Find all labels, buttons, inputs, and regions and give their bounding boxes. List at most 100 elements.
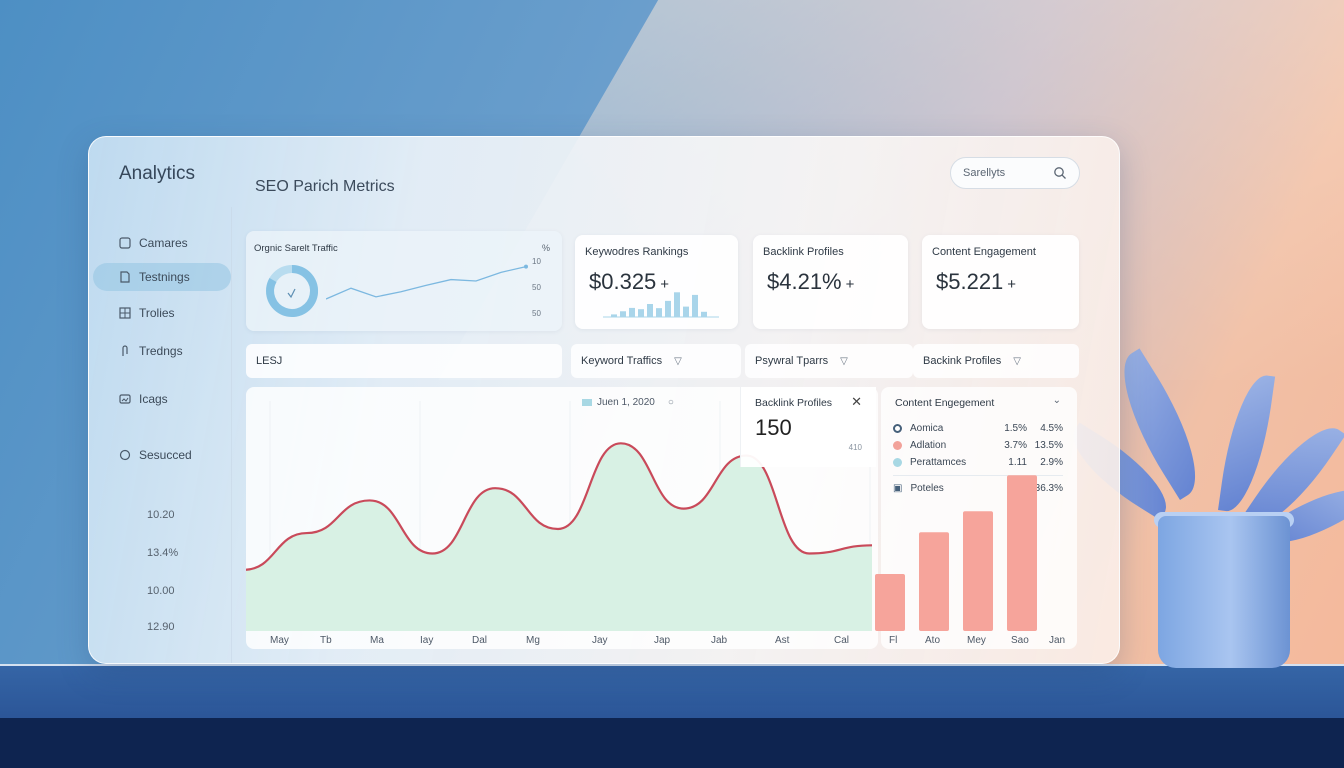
mini-bar xyxy=(701,311,707,317)
search-input[interactable]: Sarellyts xyxy=(963,167,1006,179)
series-line xyxy=(246,442,873,571)
donut-chart xyxy=(266,265,319,317)
x-tick-label: Mg xyxy=(526,635,540,646)
popup-value: 150 xyxy=(755,415,792,440)
card-value: $0.325 + xyxy=(589,269,670,294)
main-chart-card: Juen 1, 2020 ○ Backlink Profiles ✕ 150 4… xyxy=(246,387,878,649)
organic-traffic-card[interactable]: Orgnic Sarelt Traffic % 10 50 50 xyxy=(246,231,562,331)
spark-line xyxy=(326,265,527,300)
sidebar-item-label: Trolies xyxy=(139,306,175,320)
check-icon xyxy=(287,288,296,299)
tab-lesj[interactable]: LESJ xyxy=(246,344,562,378)
x-tick-label: Ato xyxy=(925,635,941,646)
mini-bar xyxy=(620,311,626,317)
page-title: SEO Parich Metrics xyxy=(255,178,395,195)
tab-label: Backink Profiles xyxy=(923,355,1002,367)
mini-bar xyxy=(665,300,671,317)
sidebar-value: 13.4% xyxy=(147,547,179,559)
doc-icon xyxy=(120,271,130,283)
x-tick-label: Jap xyxy=(654,635,671,646)
x-tick-label: Cal xyxy=(834,635,850,646)
x-tick-label: Fl xyxy=(889,635,898,646)
x-tick-label: Dal xyxy=(472,635,488,646)
chevron-down-icon: ▽ xyxy=(1013,355,1021,367)
sidebar-item-trolies[interactable]: Trolies xyxy=(93,299,231,327)
engagement-title: Content Engegement xyxy=(895,397,995,409)
axis-label: 50 xyxy=(532,309,541,318)
popup-sub: 410 xyxy=(848,443,862,452)
info-icon[interactable]: ○ xyxy=(667,397,674,408)
engagement-row: Perattamces 1.11 2.9% xyxy=(893,457,1063,468)
traffic-area-chart xyxy=(246,401,873,631)
card-title: Content Engagement xyxy=(932,246,1036,258)
square-icon xyxy=(119,237,131,249)
x-tick-label: Jay xyxy=(592,635,608,646)
chart-legend: Juen 1, 2020 ○ xyxy=(582,397,674,408)
card-title: Backlink Profiles xyxy=(763,246,844,258)
x-tick-label: Ast xyxy=(775,635,790,646)
clip-icon xyxy=(122,345,128,356)
engagement-row: Adlation 3.7% 13.5% xyxy=(893,440,1063,451)
keywords-card[interactable]: Keywodres Rankings $0.325 + xyxy=(575,235,738,329)
chevron-down-icon: ▽ xyxy=(674,355,682,367)
sidebar-item-testnings[interactable]: Testnings xyxy=(93,263,231,291)
popup-title: Backlink Profiles xyxy=(755,397,833,409)
dot-icon xyxy=(893,424,902,433)
plant-decoration xyxy=(1058,330,1344,670)
tab-label: LESJ xyxy=(256,355,283,367)
tab-label: Keyword Traffics xyxy=(581,355,663,367)
mini-bar xyxy=(629,307,635,317)
image-icon xyxy=(119,394,131,404)
sidebar-item-sesucced[interactable]: Sesucced xyxy=(93,441,231,469)
sidebar-item-icags[interactable]: Icags xyxy=(93,385,231,413)
card-title: Keywodres Rankings xyxy=(585,246,689,258)
x-tick-label: Mey xyxy=(967,635,986,646)
mini-bar xyxy=(692,294,698,317)
x-tick-label: Tb xyxy=(320,635,332,646)
bar xyxy=(875,574,905,631)
keywords-mini-bars xyxy=(603,292,719,318)
chevron-down-icon[interactable]: ⌄ xyxy=(1052,395,1061,406)
sidebar-value: 10.00 xyxy=(147,585,175,597)
x-tick-label: Sao xyxy=(1011,635,1029,646)
tab-keyword-traffics[interactable]: Keyword Traffics ▽ xyxy=(571,344,741,378)
backlink-popup[interactable]: Backlink Profiles ✕ 150 410 xyxy=(740,387,876,467)
app-title: Analytics xyxy=(119,163,196,184)
grid-icon xyxy=(119,307,131,319)
area-fill xyxy=(246,443,872,631)
x-tick-label: Jab xyxy=(711,635,728,646)
percent-label: % xyxy=(542,243,551,253)
bar-chart xyxy=(875,475,1037,631)
engagement-row: Aomica 1.5% 4.5% xyxy=(893,423,1063,434)
tab-label: Psywral Tparrs xyxy=(755,355,829,367)
content-card[interactable]: Content Engagement $5.221 + xyxy=(922,235,1079,329)
mini-bar xyxy=(656,308,662,317)
legend-label: Juen 1, 2020 xyxy=(597,397,655,408)
chart-icon: ▣ xyxy=(893,483,903,494)
dashboard-window: Analytics SEO Parich Metrics Sarellyts C… xyxy=(88,136,1120,664)
axis-label: 10 xyxy=(532,257,541,266)
dot-icon xyxy=(893,441,902,450)
backlink-card[interactable]: Backlink Profiles $4.21% + xyxy=(753,235,908,329)
x-tick-label: Iay xyxy=(420,635,434,646)
sidebar-item-label: Testnings xyxy=(139,270,190,284)
card-title: Orgnic Sarelt Traffic xyxy=(254,243,338,254)
close-icon[interactable]: ✕ xyxy=(851,394,862,409)
mini-bar xyxy=(683,306,689,317)
bar xyxy=(1007,475,1037,631)
x-tick-label: May xyxy=(270,635,289,646)
sidebar-item-label: Sesucced xyxy=(139,448,192,462)
card-value: $5.221 + xyxy=(936,269,1017,294)
sidebar-item-camares[interactable]: Camares xyxy=(93,229,231,257)
sidebar-item-label: Icags xyxy=(139,392,168,406)
tab-backink-profiles[interactable]: Backink Profiles ▽ xyxy=(913,344,1079,378)
circle-icon xyxy=(119,449,131,461)
sidebar-item-tredngs[interactable]: Tredngs xyxy=(93,337,231,365)
mini-bar xyxy=(638,309,644,317)
chevron-down-icon: ▽ xyxy=(840,355,848,367)
search-box[interactable]: Sarellyts xyxy=(950,157,1080,189)
sidebar-item-label: Camares xyxy=(139,236,188,250)
tab-psywral-tparrs[interactable]: Psywral Tparrs ▽ xyxy=(745,344,913,378)
dot-icon xyxy=(893,458,902,467)
search-icon[interactable] xyxy=(1053,166,1067,180)
